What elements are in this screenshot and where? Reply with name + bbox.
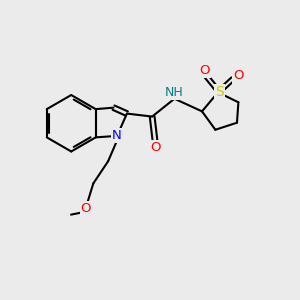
Text: O: O [233,70,244,83]
Text: O: O [150,141,160,154]
Text: NH: NH [165,86,184,99]
Text: O: O [81,202,91,215]
Text: S: S [215,85,224,99]
Text: O: O [200,64,210,77]
Text: N: N [112,129,122,142]
